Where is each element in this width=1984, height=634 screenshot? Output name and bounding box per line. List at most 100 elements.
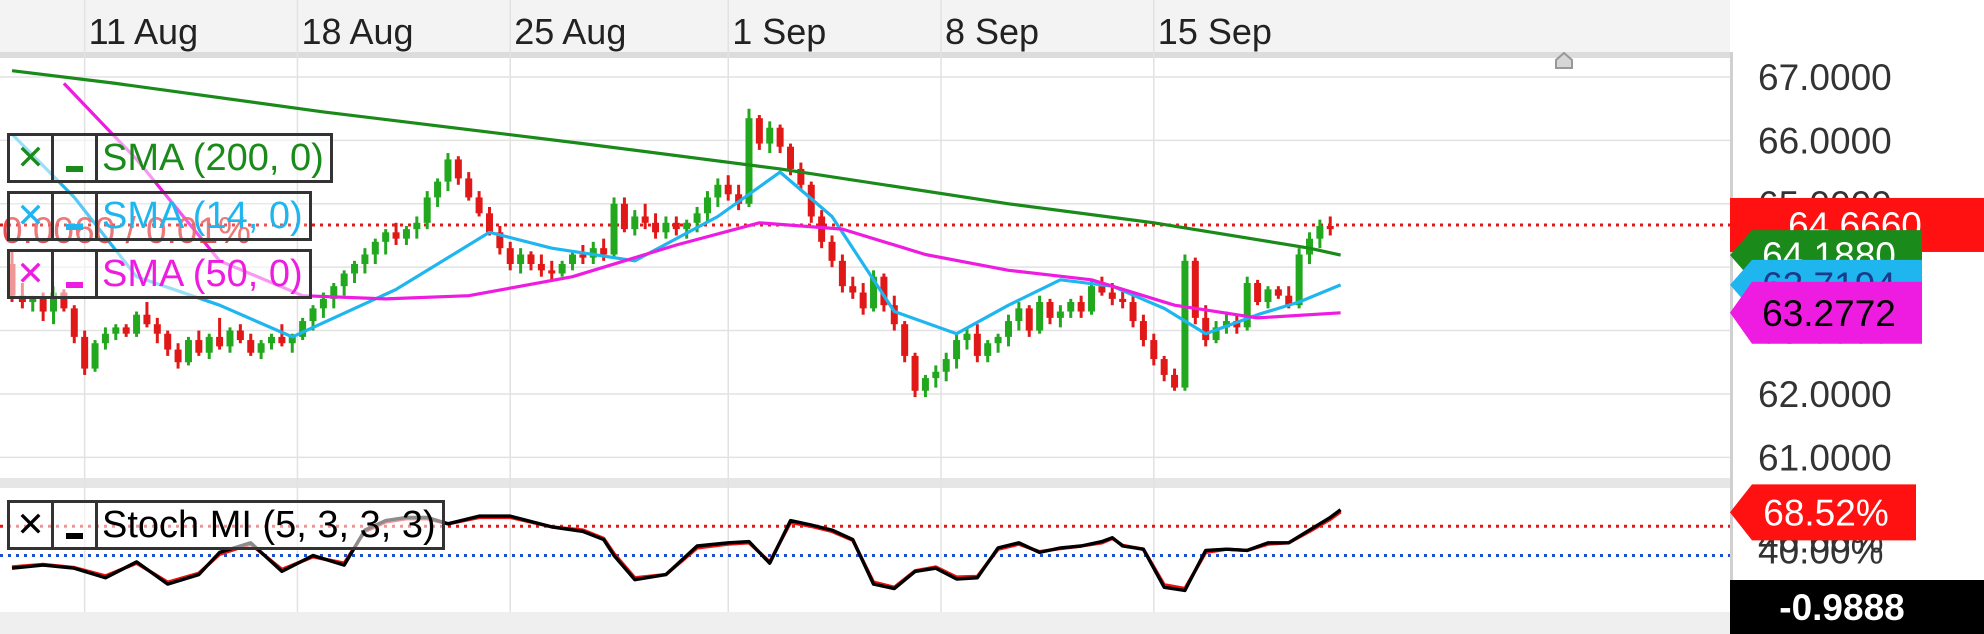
candle-body [610,203,618,255]
candle-body [226,330,234,347]
candle-body [1171,374,1179,388]
candle-body [1181,260,1189,388]
candle-body [1160,359,1168,375]
close-sma-200-button[interactable]: ✕ [10,136,54,180]
candle-body [236,330,244,341]
candle-body [39,298,47,312]
candle-body [517,254,525,264]
candle-body [1025,308,1033,331]
close-sma-50-button[interactable]: ✕ [10,252,54,296]
minimize-sma-200-button[interactable] [54,136,98,180]
candle-body [112,327,120,334]
minimize-icon [66,282,83,288]
candle-body [870,276,878,309]
close-icon: ✕ [16,254,45,294]
close-icon: ✕ [16,505,45,545]
candle-body [859,292,867,309]
minimize-sma-14-button[interactable] [54,194,98,238]
candle-body [1067,302,1075,312]
stoch-value-tag-shape [1730,484,1916,541]
candle-body [818,216,826,242]
candle-body [797,168,805,185]
candle-body [423,197,431,223]
candle-body [50,292,58,312]
candle-body [1015,308,1023,322]
candle-body [371,241,379,255]
candle-body [174,349,182,363]
candle-body [1056,311,1064,318]
legend-stoch-mi[interactable]: ✕ Stoch MI (5, 3, 3, 3) [7,500,445,550]
candle-body [787,146,794,169]
candle-body [164,333,172,350]
candle-body [1202,317,1210,341]
candle-body [527,254,535,264]
panel-divider [0,478,1730,488]
price-axis-rule [1730,52,1733,612]
candle-body [413,222,421,230]
candle-body [838,260,846,287]
sma-line [10,132,1342,339]
candle-body [537,264,545,271]
candle-body [1119,298,1127,303]
candle-body [184,340,192,363]
candle-body [932,371,940,379]
candle-body [1036,302,1044,331]
candle-body [1150,340,1158,360]
candle-body [548,270,556,274]
candle-body [1254,283,1262,303]
x-axis-labels: 11 Aug 18 Aug 25 Aug 1 Sep 8 Sep 15 Sep [89,11,1272,52]
candle-body [714,184,722,198]
candle-body [1139,321,1147,341]
close-icon: ✕ [16,138,45,178]
y-tick-label: 67.0000 [1758,57,1892,98]
legend-sma-50[interactable]: ✕ SMA (50, 0) [7,249,312,299]
candle-body [662,222,670,233]
stoch-value-tag-text: 68.52% [1763,492,1889,533]
legend-sma-200[interactable]: ✕ SMA (200, 0) [7,133,333,183]
scroll-home-icon [1555,51,1573,69]
candle-body [351,264,359,274]
close-sma-14-button[interactable]: ✕ [10,194,54,238]
minimize-sma-50-button[interactable] [54,252,98,296]
candle-body [330,286,338,299]
candle-body [735,194,743,204]
hover-readout-shape [1730,580,1984,634]
candle-body [1295,254,1303,306]
candle-body [703,197,711,214]
panel-frame [1555,51,1733,612]
candle-body [434,181,442,198]
candle-body [1077,302,1085,312]
legend-sma-14[interactable]: ✕ SMA (14, 0) [7,191,312,241]
candle-body [1004,321,1012,337]
candle-body [205,336,213,353]
candle-body [1088,286,1096,312]
candle-body [278,336,286,344]
candle-body [558,264,566,274]
candle-body [693,213,701,223]
candle-body [1129,302,1137,322]
candle-body [402,229,410,239]
candle-body [1212,327,1220,341]
minimize-icon [66,166,83,172]
close-stoch-button[interactable]: ✕ [10,503,54,547]
candle-body [600,248,608,255]
candle-body [1108,292,1116,299]
candle-body [485,213,493,233]
candle-body [745,118,753,204]
candle-body [953,340,961,360]
candle-body [963,333,971,341]
candle-body [247,340,255,353]
legend-label: Stoch MI (5, 3, 3, 3) [102,503,436,546]
candle-body [1233,321,1241,328]
minimize-stoch-button[interactable] [54,503,98,547]
candle-body [755,118,763,144]
candle-body [641,216,649,223]
y-tick-label: 61.0000 [1758,437,1892,478]
candle-body [143,314,151,325]
candle-body [454,159,462,179]
candle-body [70,308,78,337]
hover-readout-text: -0.9888 [1779,587,1905,628]
candle-body [766,127,774,144]
sma-line [11,69,1341,257]
